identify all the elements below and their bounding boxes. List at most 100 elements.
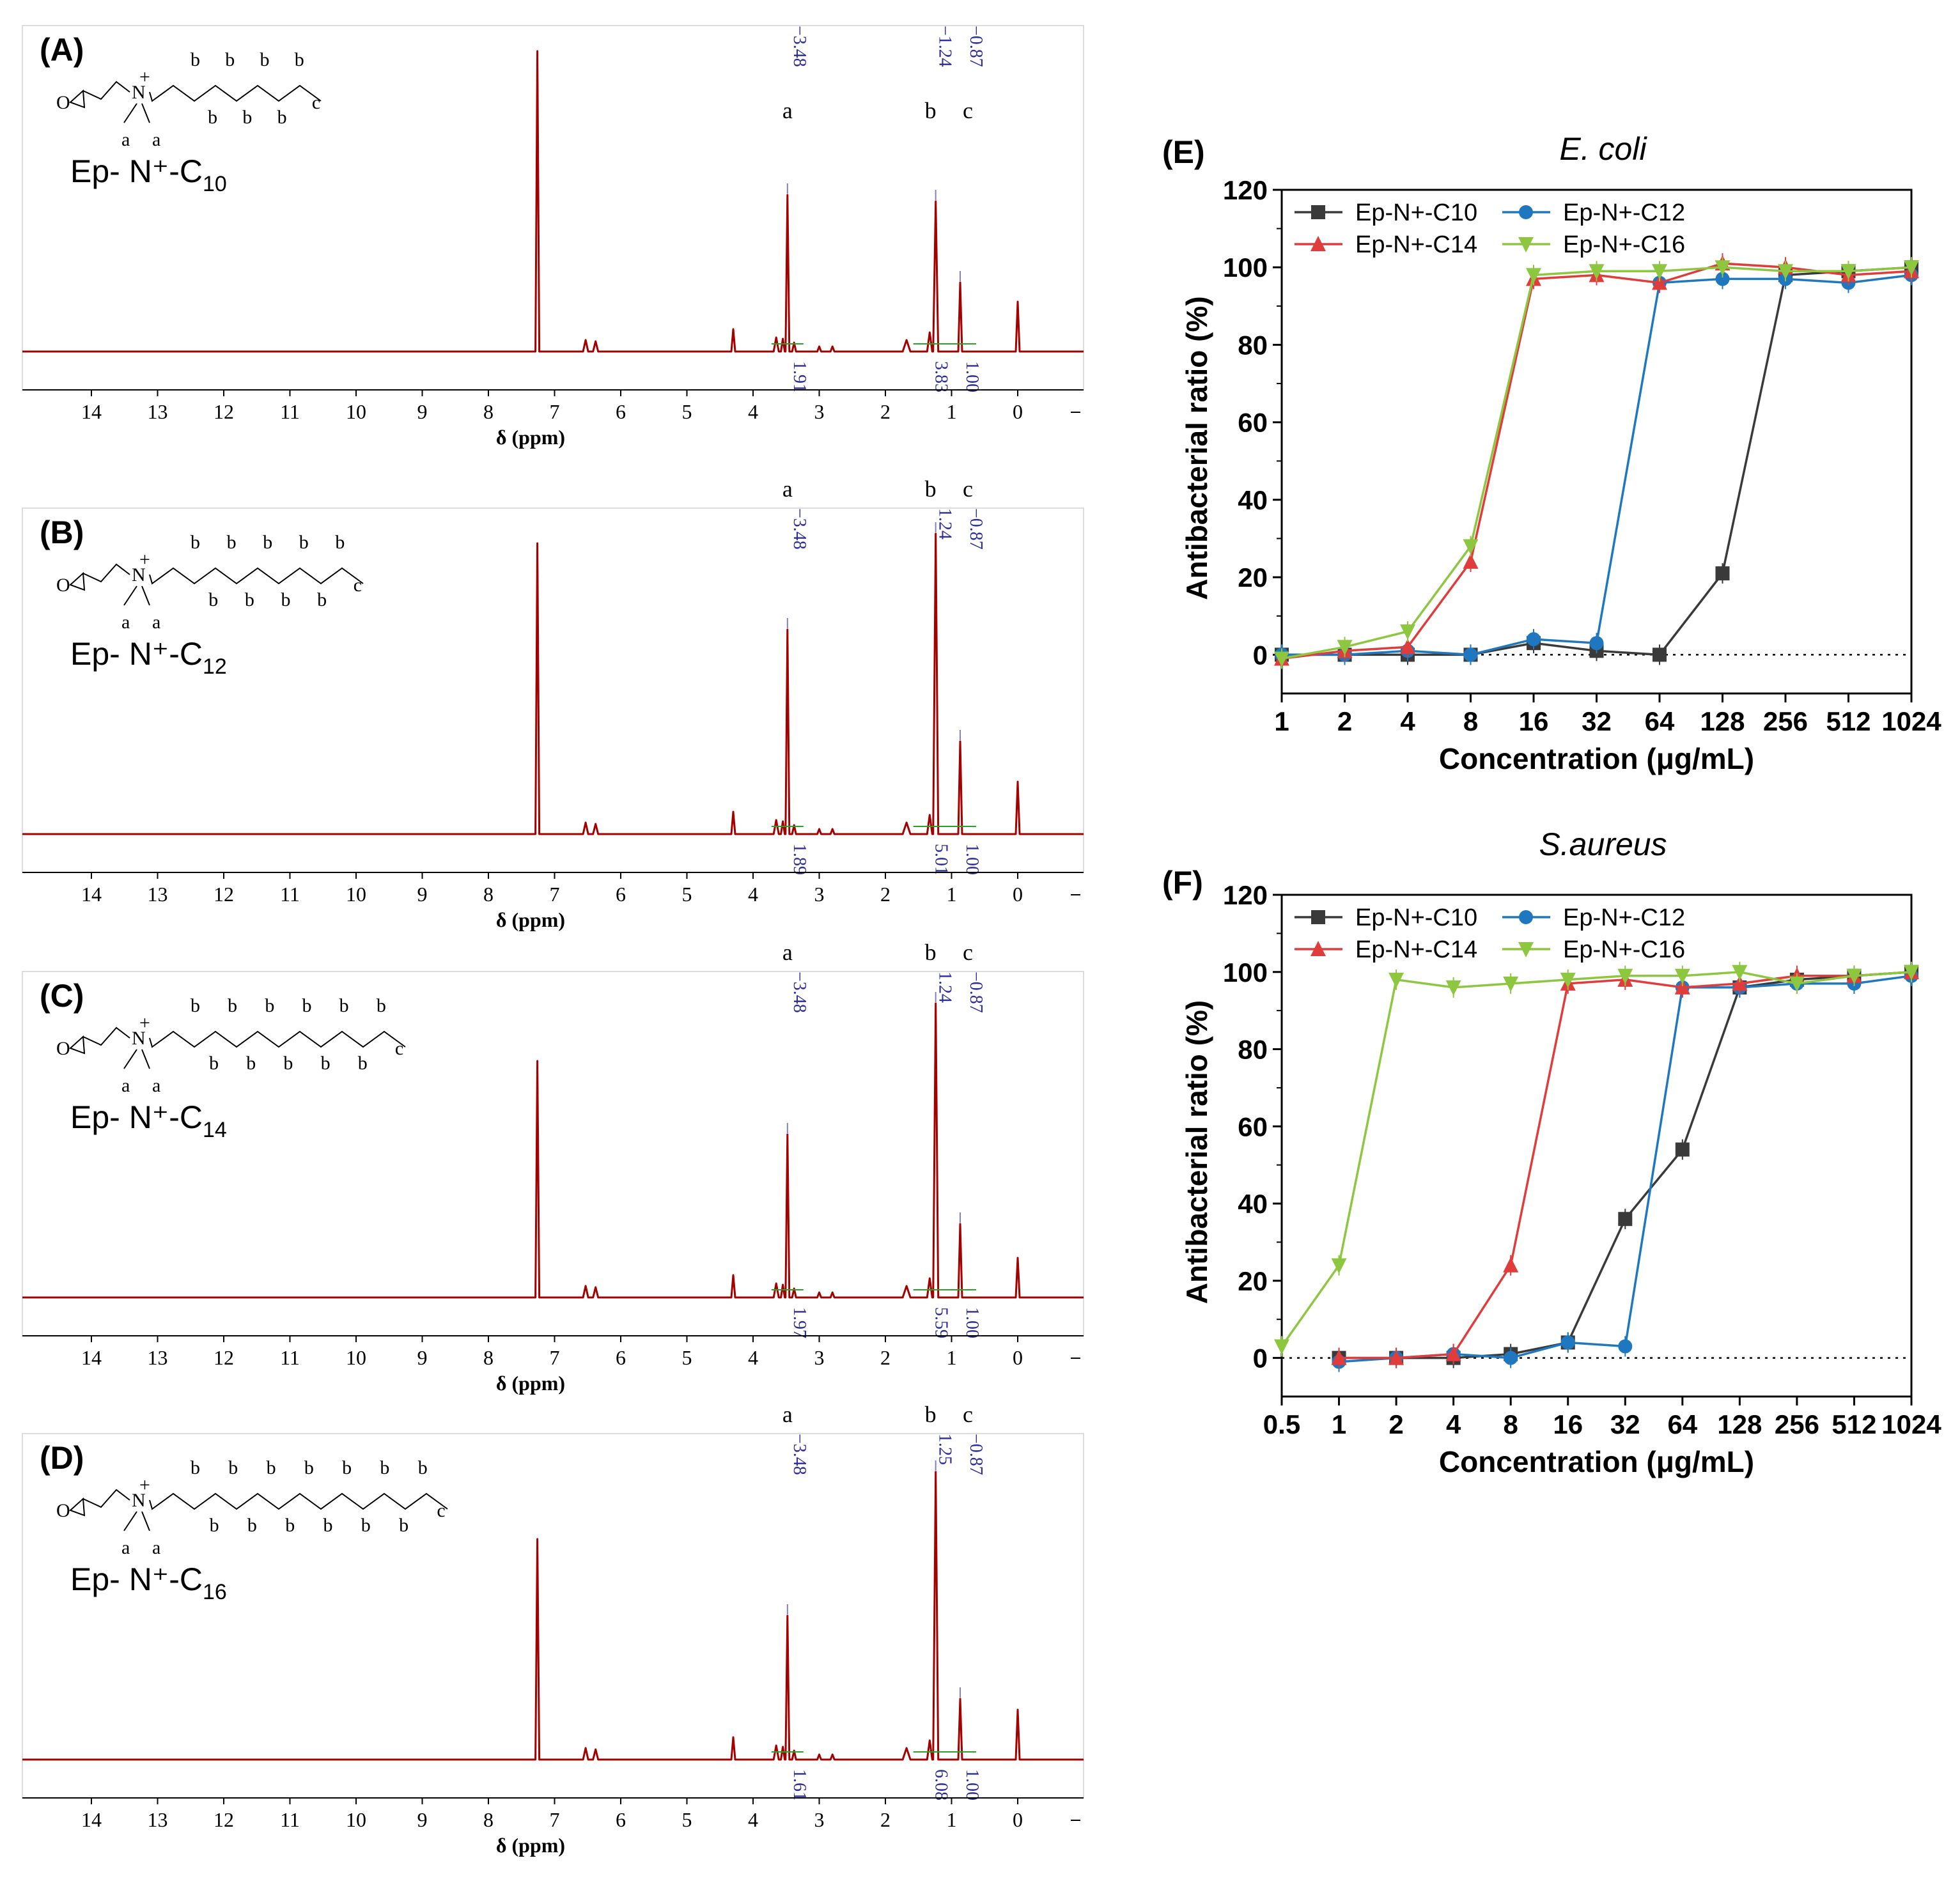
chain-position-label: c (437, 1500, 445, 1521)
nmr-tick-label: 14 (81, 883, 102, 906)
x-tick-label: 64 (1667, 1409, 1697, 1439)
chemical-shift-label: 1.25 (935, 1434, 955, 1465)
chain-position-label: b (321, 1053, 331, 1074)
y-tick-label: 60 (1238, 408, 1268, 438)
nmr-tick-label: 3 (814, 883, 825, 906)
peak-assignment-label: a (782, 1402, 793, 1427)
nmr-tick-label: 4 (748, 400, 758, 423)
chart-title: E. coli (1559, 131, 1647, 167)
chain-position-label: b (191, 995, 200, 1016)
epoxide-ring (69, 89, 86, 109)
nitrogen-charge: + (139, 66, 150, 88)
integral-value: 1.97 (789, 1307, 809, 1338)
chain-position-label: b (342, 1457, 352, 1478)
nmr-tick-label: 10 (346, 1346, 366, 1369)
nmr-tick-label: 0 (1013, 883, 1023, 906)
data-point (1274, 651, 1289, 667)
chain-position-label: b (302, 995, 312, 1016)
nmr-tick-label: 14 (81, 1346, 102, 1369)
chain-position-label: b (277, 107, 287, 128)
data-point (1617, 968, 1633, 984)
nmr-spectrum-trace (22, 1471, 1084, 1761)
n-methyl-bonds (123, 585, 150, 606)
x-tick-label: 64 (1645, 706, 1675, 736)
x-tick-label: 2 (1388, 1409, 1403, 1439)
x-tick-label: 8 (1504, 1409, 1518, 1439)
nmr-tick-label: 6 (616, 1346, 626, 1369)
series-ep-n-c14 (1331, 961, 1919, 1368)
x-tick-label: 512 (1826, 706, 1871, 736)
data-point (1527, 632, 1541, 647)
methyl-label: a (152, 129, 160, 150)
series-line (1339, 971, 1912, 1359)
integral-value: 1.00 (962, 844, 982, 875)
nmr-tick-label: 0 (1013, 1346, 1023, 1369)
data-point (1331, 1349, 1347, 1365)
legend-label: Ep-N+-C10 (1355, 199, 1477, 226)
chemical-shift-label: −3.48 (789, 1434, 809, 1475)
compound-name-subscript: 16 (203, 1580, 227, 1604)
epoxide-ring (69, 571, 86, 591)
data-point (1618, 1212, 1633, 1227)
y-tick-label: 0 (1253, 640, 1268, 670)
legend-item: Ep-N+-C16 (1502, 231, 1685, 258)
chain-position-label: b (285, 1515, 295, 1536)
data-point (1331, 1258, 1347, 1274)
chain-position-label: b (295, 49, 304, 70)
legend-label: Ep-N+-C12 (1563, 904, 1685, 931)
chain-position-label: b (247, 1515, 257, 1536)
nmr-tick-label: 10 (346, 400, 366, 423)
chemical-shift-label: −0.87 (966, 971, 986, 1013)
peak-assignment-label: b (925, 476, 937, 502)
y-tick-label: 20 (1238, 562, 1268, 592)
integral-value: 5.59 (931, 1307, 951, 1338)
chain-position-label: b (358, 1053, 368, 1074)
peak-assignment-label: b (925, 1402, 937, 1427)
nmr-tick-label: 4 (748, 883, 758, 906)
linker-bonds (82, 81, 130, 100)
oxygen-atom: O (56, 575, 70, 596)
x-tick-label: 16 (1553, 1409, 1583, 1439)
n-methyl-bonds (123, 103, 150, 123)
chain-position-label: b (228, 1457, 238, 1478)
compound-name: Ep- N⁺-C16 (70, 1561, 227, 1604)
nmr-tick-label: 12 (214, 1346, 234, 1369)
compound-name-main: Ep- N⁺-C (70, 636, 203, 672)
x-tick-label: 4 (1400, 706, 1415, 736)
nmr-tick-label: 5 (682, 1808, 692, 1831)
compound-name-main: Ep- N⁺-C (70, 1561, 203, 1597)
data-point (1463, 553, 1479, 569)
chain-position-label: b (210, 1515, 219, 1536)
nmr-tick-label: 13 (148, 1808, 168, 1831)
chain-position-label: b (208, 589, 218, 610)
y-tick-label: 40 (1238, 1189, 1268, 1219)
nmr-tick-label: 1 (947, 400, 957, 423)
data-point (1846, 968, 1862, 984)
nmr-tick-label: 1 (947, 1808, 957, 1831)
nmr-x-axis-label: δ (ppm) (496, 908, 565, 931)
data-point (1463, 539, 1479, 555)
x-tick-label: 8 (1463, 706, 1478, 736)
oxygen-atom: O (56, 1038, 70, 1059)
chemical-structure: O N+ a a b b b b b b b b b b b b b c (56, 1457, 448, 1558)
nmr-tick-label: 3 (814, 400, 825, 423)
nmr-spectrum-trace (22, 50, 1084, 353)
data-point (1732, 975, 1748, 991)
nmr-tick-label: 8 (483, 1808, 494, 1831)
series-ep-n-c16 (1274, 257, 1919, 669)
data-point (1526, 268, 1541, 284)
series-line (1281, 266, 1912, 660)
data-point (1715, 260, 1731, 276)
nmr-spectrum-trace (22, 1002, 1084, 1299)
legend-item: Ep-N+-C10 (1295, 199, 1477, 226)
epoxide-ring (69, 1497, 86, 1517)
chain-position-label: b (242, 107, 252, 128)
nmr-tick-label: 13 (148, 1346, 168, 1369)
n-methyl-bonds (123, 1511, 150, 1531)
chain-position-label: b (209, 1053, 219, 1074)
legend-label: Ep-N+-C16 (1563, 231, 1685, 258)
alkyl-chain (149, 567, 364, 585)
data-point (1518, 237, 1534, 252)
series-line (1339, 975, 1912, 1363)
data-point (1518, 942, 1534, 957)
